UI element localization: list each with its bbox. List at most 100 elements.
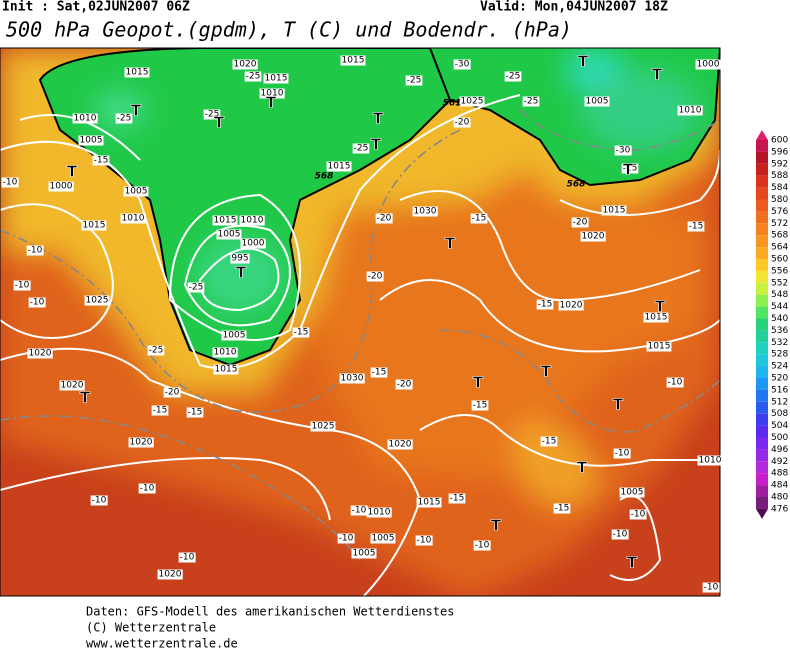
temperature-label: -25 — [506, 72, 521, 82]
temperature-label: -10 — [180, 553, 195, 563]
colorbar-bin — [756, 401, 768, 414]
isobar-label: 1005 — [372, 534, 395, 544]
temperature-label-box — [203, 109, 221, 120]
colorbar-label: 484 — [771, 481, 788, 491]
map-frame — [0, 47, 721, 597]
colorbar-bin — [756, 354, 768, 367]
isobar-label: 1005 — [621, 488, 644, 498]
isobar-label: 1020 — [560, 301, 583, 311]
isobar-label: 1015 — [328, 162, 351, 172]
isobar-label-box — [212, 215, 238, 226]
temperature-label-box — [92, 155, 110, 166]
isobar-label-box — [27, 348, 53, 359]
footer-line: Daten: GFS-Modell des amerikanischen Wet… — [86, 605, 454, 619]
temperature-label: -15 — [538, 300, 553, 310]
map-labels: 1015 1020 1015 1010 1010 1005 1000 1005 1010 1015… — [1, 52, 723, 593]
colorbar-bin — [756, 175, 768, 188]
temperature-label: -20 — [397, 380, 412, 390]
isobar-label-box — [78, 135, 104, 146]
low-pressure-marker: T — [613, 396, 624, 414]
low-pressure-marker: T — [80, 389, 91, 407]
temperature-label-box — [26, 245, 44, 256]
isobar-label: 1005 — [353, 549, 376, 559]
isobar-label-box — [601, 205, 627, 216]
isobar-label-box — [416, 497, 442, 508]
temperature-label: -25 — [205, 110, 220, 120]
temperature-label-box — [138, 483, 156, 494]
temperature-label-box — [187, 282, 205, 293]
colorbar-bin — [756, 187, 768, 200]
isobar-label: 1015 — [215, 365, 238, 375]
isobar-label-box — [459, 96, 485, 107]
colorbar-bin — [756, 247, 768, 259]
low-pressure-marker: T — [655, 298, 666, 316]
isobar-label-box — [84, 295, 110, 306]
colorbar-label: 596 — [771, 147, 788, 157]
temperature-label-box — [553, 503, 571, 514]
isobar-label: 1015 — [126, 68, 149, 78]
isobar-label: 995 — [231, 254, 248, 264]
isobar-label: 1030 — [341, 374, 364, 384]
low-pressure-marker: T — [214, 114, 225, 132]
colorbar-label: 520 — [771, 374, 788, 384]
isobar-label-box — [259, 88, 285, 99]
temperature-label: -20 — [377, 214, 392, 224]
isobar-label-box — [72, 113, 98, 124]
isobar-label-box — [326, 161, 352, 172]
colorbar-label: 556 — [771, 266, 788, 276]
temperature-label: -15 — [555, 504, 570, 514]
temperature-label: -15 — [153, 406, 168, 416]
temperature-label-box — [687, 221, 705, 232]
temperature-label-box — [352, 143, 370, 154]
colorbar-bin — [756, 342, 768, 355]
temperature-label-box — [448, 493, 466, 504]
temperature-label-box — [473, 540, 491, 551]
low-pressure-marker: T — [541, 363, 552, 381]
temperature-label: -10 — [30, 298, 45, 308]
isobar-label: 1025 — [312, 422, 335, 432]
temperature-label: -20 — [455, 118, 470, 128]
colorbar-label: 476 — [771, 504, 788, 514]
isobar-label-box — [340, 55, 366, 66]
temperature-label-box — [614, 145, 632, 156]
isobar-label-box — [558, 300, 584, 311]
colorbar-bin — [756, 413, 768, 426]
temperature-label: -10 — [668, 378, 683, 388]
temperature-label: -20 — [368, 272, 383, 282]
low-pressure-marker: T — [578, 53, 589, 71]
temperature-label: -10 — [15, 281, 30, 291]
isobar-label: 1000 — [50, 182, 73, 192]
isobar-label: 1020 — [582, 232, 605, 242]
temperature-label: -10 — [475, 541, 490, 551]
isobar-label-box — [157, 569, 183, 580]
temperature-label-box — [163, 387, 181, 398]
isobar-label-box — [366, 507, 392, 518]
temperature-label: -15 — [188, 408, 203, 418]
isobar-label: 1010 — [122, 214, 145, 224]
isobar-label-box — [232, 59, 258, 70]
temperature-label-box — [629, 509, 647, 520]
isobar-label: 1010 — [74, 114, 97, 124]
temperature-label: -15 — [372, 368, 387, 378]
colorbar-bin — [756, 151, 768, 164]
colorbar-label: 548 — [771, 290, 788, 300]
isobar-label-box — [677, 105, 703, 116]
geopotential-label: 561 — [443, 99, 462, 109]
isobar-label-box — [59, 380, 85, 391]
isobar-label: 1020 — [61, 381, 84, 391]
colorbar-bin — [756, 437, 768, 450]
colorbar-bin — [756, 294, 768, 307]
colorbar-bin — [756, 497, 768, 509]
temperature-label-box — [151, 405, 169, 416]
isobar-label: 1010 — [214, 348, 237, 358]
temperature-label: -15 — [450, 494, 465, 504]
colorbar-label: 584 — [771, 183, 788, 193]
low-pressure-marker: T — [131, 102, 142, 120]
colorbar-bin — [756, 211, 768, 224]
temperature-label: -15 — [542, 437, 557, 447]
isobar-label-box — [230, 253, 250, 264]
colorbar-label: 504 — [771, 421, 788, 431]
isobar-label: 1010 — [679, 106, 702, 116]
colorbar-label: 568 — [771, 231, 788, 241]
